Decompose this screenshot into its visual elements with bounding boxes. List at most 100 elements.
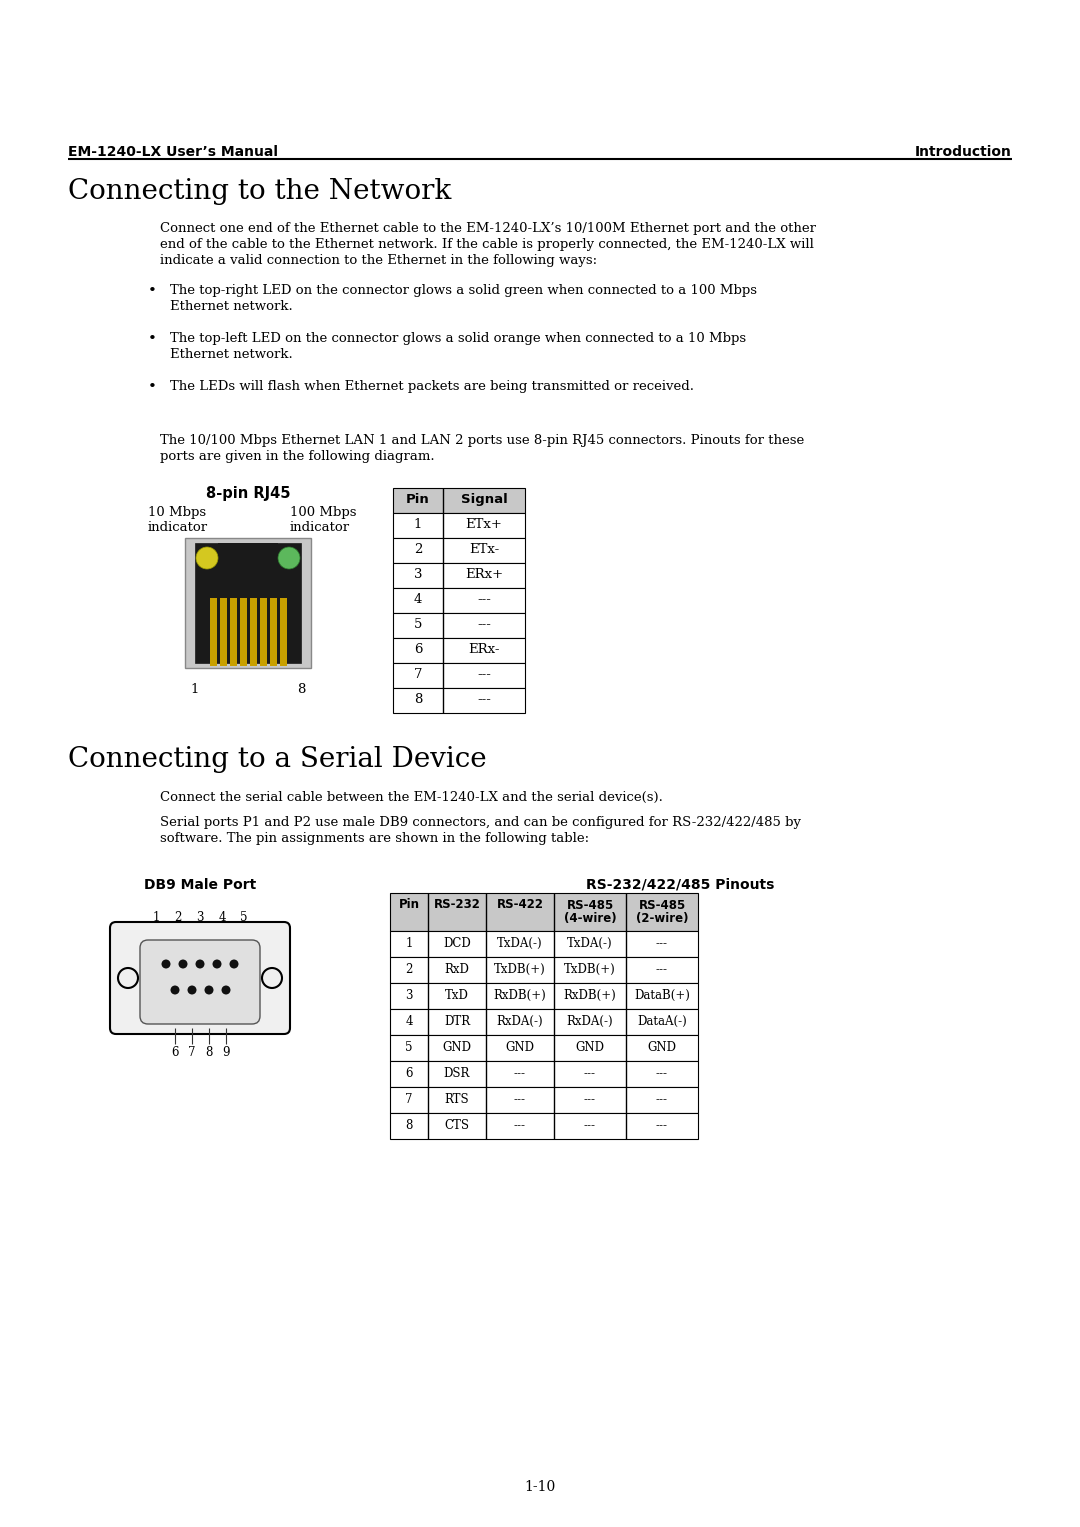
Bar xyxy=(218,544,278,563)
Text: 5: 5 xyxy=(414,618,422,631)
Text: The top-left LED on the connector glows a solid orange when connected to a 10 Mb: The top-left LED on the connector glows … xyxy=(170,331,746,360)
Circle shape xyxy=(278,547,300,570)
Text: 3: 3 xyxy=(197,912,204,924)
Text: RS-232: RS-232 xyxy=(433,898,481,912)
Text: 1: 1 xyxy=(405,938,413,950)
Text: 8: 8 xyxy=(205,1046,213,1060)
Text: GND: GND xyxy=(576,1041,605,1054)
Text: Connect the serial cable between the EM-1240-LX and the serial device(s).: Connect the serial cable between the EM-… xyxy=(160,791,663,805)
Bar xyxy=(390,1113,698,1139)
Text: ---: --- xyxy=(477,618,491,631)
Text: Pin: Pin xyxy=(399,898,419,912)
Text: GND: GND xyxy=(443,1041,472,1054)
Text: ---: --- xyxy=(514,1067,526,1080)
Text: RxDB(+): RxDB(+) xyxy=(564,989,617,1002)
Circle shape xyxy=(229,959,239,968)
Text: ERx+: ERx+ xyxy=(464,568,503,580)
Text: RS-485: RS-485 xyxy=(638,899,686,912)
Bar xyxy=(240,599,246,666)
Bar xyxy=(219,599,227,666)
Text: TxDB(+): TxDB(+) xyxy=(495,964,545,976)
Text: Connect one end of the Ethernet cable to the EM-1240-LX’s 10/100M Ethernet port : Connect one end of the Ethernet cable to… xyxy=(160,221,816,267)
Text: 5: 5 xyxy=(405,1041,413,1054)
Bar xyxy=(390,983,698,1009)
Text: RxDA(-): RxDA(-) xyxy=(567,1015,613,1028)
Text: Connecting to the Network: Connecting to the Network xyxy=(68,179,451,205)
Text: DCD: DCD xyxy=(443,938,471,950)
Text: RxD: RxD xyxy=(445,964,470,976)
Bar xyxy=(390,1035,698,1061)
Circle shape xyxy=(178,959,188,968)
Text: indicator: indicator xyxy=(148,521,208,534)
Text: •: • xyxy=(148,284,157,298)
Text: ---: --- xyxy=(656,1093,669,1106)
Text: RTS: RTS xyxy=(445,1093,470,1106)
Text: RxDB(+): RxDB(+) xyxy=(494,989,546,1002)
Circle shape xyxy=(262,968,282,988)
Text: 3: 3 xyxy=(414,568,422,580)
Circle shape xyxy=(162,959,171,968)
Bar xyxy=(390,1087,698,1113)
Text: ETx+: ETx+ xyxy=(465,518,502,531)
Bar xyxy=(393,563,525,588)
Text: ETx-: ETx- xyxy=(469,544,499,556)
Text: 1: 1 xyxy=(152,912,160,924)
Text: RS-485: RS-485 xyxy=(566,899,613,912)
Text: ---: --- xyxy=(514,1093,526,1106)
Text: DataB(+): DataB(+) xyxy=(634,989,690,1002)
Bar xyxy=(270,599,276,666)
Text: Signal: Signal xyxy=(461,493,508,505)
Bar xyxy=(393,689,525,713)
Bar xyxy=(390,1009,698,1035)
Text: DB9 Male Port: DB9 Male Port xyxy=(144,878,256,892)
Circle shape xyxy=(188,985,197,994)
Text: indicator: indicator xyxy=(291,521,350,534)
Text: (2-wire): (2-wire) xyxy=(636,912,688,925)
Circle shape xyxy=(204,985,214,994)
Text: 1: 1 xyxy=(414,518,422,531)
Text: 2: 2 xyxy=(174,912,181,924)
Text: RS-232/422/485 Pinouts: RS-232/422/485 Pinouts xyxy=(585,878,774,892)
Text: (4-wire): (4-wire) xyxy=(564,912,617,925)
Bar xyxy=(393,638,525,663)
Text: DataA(-): DataA(-) xyxy=(637,1015,687,1028)
Bar xyxy=(390,957,698,983)
Text: ---: --- xyxy=(584,1093,596,1106)
Text: ---: --- xyxy=(477,592,491,606)
Text: 2: 2 xyxy=(405,964,413,976)
Text: TxDB(+): TxDB(+) xyxy=(564,964,616,976)
Text: 8: 8 xyxy=(297,683,306,696)
Bar xyxy=(195,544,301,663)
Text: DSR: DSR xyxy=(444,1067,470,1080)
Bar xyxy=(280,599,286,666)
Text: Pin: Pin xyxy=(406,493,430,505)
Text: 8: 8 xyxy=(405,1119,413,1132)
FancyBboxPatch shape xyxy=(140,941,260,1025)
Text: 3: 3 xyxy=(405,989,413,1002)
Circle shape xyxy=(118,968,138,988)
Text: 10 Mbps: 10 Mbps xyxy=(148,505,206,519)
Text: ---: --- xyxy=(477,693,491,705)
Bar xyxy=(210,599,216,666)
Text: 7: 7 xyxy=(414,667,422,681)
Text: The 10/100 Mbps Ethernet LAN 1 and LAN 2 ports use 8-pin RJ45 connectors. Pinout: The 10/100 Mbps Ethernet LAN 1 and LAN 2… xyxy=(160,434,805,463)
Text: 1: 1 xyxy=(191,683,199,696)
Text: 4: 4 xyxy=(218,912,226,924)
Bar xyxy=(393,513,525,538)
Bar xyxy=(393,538,525,563)
Text: 9: 9 xyxy=(222,1046,230,1060)
Text: TxDA(-): TxDA(-) xyxy=(497,938,543,950)
Bar xyxy=(390,1061,698,1087)
Bar xyxy=(249,599,257,666)
Text: Connecting to a Serial Device: Connecting to a Serial Device xyxy=(68,747,487,773)
Text: EM-1240-LX User’s Manual: EM-1240-LX User’s Manual xyxy=(68,145,278,159)
FancyBboxPatch shape xyxy=(110,922,291,1034)
Text: ---: --- xyxy=(656,1119,669,1132)
Text: GND: GND xyxy=(505,1041,535,1054)
Text: 6: 6 xyxy=(405,1067,413,1080)
Text: 2: 2 xyxy=(414,544,422,556)
Text: ---: --- xyxy=(656,964,669,976)
Text: 7: 7 xyxy=(405,1093,413,1106)
Text: ---: --- xyxy=(477,667,491,681)
Text: 4: 4 xyxy=(405,1015,413,1028)
